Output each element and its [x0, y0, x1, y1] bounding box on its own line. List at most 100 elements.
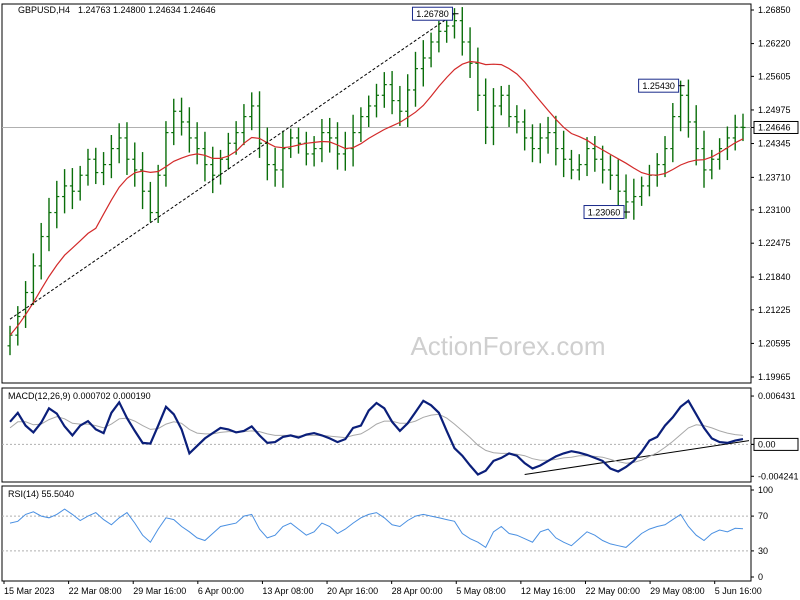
price-axis-label: 1.22475 — [758, 238, 791, 248]
x-axis-label: 29 May 08:00 — [650, 586, 705, 596]
price-axis-label: 1.26850 — [758, 5, 791, 15]
price-bar — [646, 164, 652, 197]
price-bar — [397, 85, 403, 126]
rsi-label: RSI(14) 55.5040 — [8, 489, 74, 499]
price-bar — [225, 132, 231, 170]
moving-average — [9, 60, 744, 336]
price-bar — [218, 149, 224, 185]
ohlc-label: 1.24763 1.24800 1.24634 1.24646 — [78, 5, 216, 15]
price-bar — [155, 164, 161, 223]
callout-label: 1.26780 — [416, 9, 449, 19]
gridlines — [2, 126, 751, 552]
price-bar — [93, 147, 99, 185]
price-bar — [124, 122, 130, 175]
last-price-label: 1.24646 — [758, 122, 791, 132]
price-bar — [693, 105, 699, 166]
macd-axis-label: 0.006431 — [758, 391, 796, 401]
price-bar — [257, 91, 263, 158]
axis-labels: 1.26850 1.26220 1.25605 1.24975 1.24345 1.237… — [3, 5, 799, 596]
price-bar — [30, 253, 36, 306]
macd-current-label: 0.00 — [758, 439, 776, 449]
price-bar — [358, 107, 364, 142]
price-bar — [584, 137, 590, 177]
price-bar — [724, 126, 730, 161]
price-bar — [132, 142, 138, 187]
price-bar — [475, 47, 481, 112]
price-bar — [623, 174, 629, 219]
price-bar — [46, 197, 52, 252]
price-bar — [366, 95, 372, 128]
x-axis-label: 29 Mar 16:00 — [133, 586, 186, 596]
price-bar — [428, 32, 434, 68]
price-bar — [350, 114, 356, 167]
price-bar — [249, 92, 255, 131]
price-bar — [553, 115, 559, 166]
x-axis-label: 13 Apr 08:00 — [262, 586, 313, 596]
price-bar — [639, 176, 645, 206]
price-axis-label: 1.20595 — [758, 338, 791, 348]
price-bar — [717, 138, 723, 170]
price-bar — [327, 117, 333, 153]
macd-label: MACD(12,26,9) 0.000702 0.000190 — [8, 391, 151, 401]
macd-axis-label: -0.004241 — [758, 471, 799, 481]
price-bar — [202, 131, 208, 182]
panel-frame-1 — [1, 387, 752, 483]
price-bar — [740, 113, 746, 142]
price-axis-label: 1.21840 — [758, 272, 791, 282]
price-bar — [374, 83, 379, 118]
price-bar — [607, 155, 613, 190]
x-axis-label: 28 Apr 00:00 — [392, 586, 443, 596]
callout-label: 1.25430 — [642, 81, 675, 91]
x-axis-label: 15 Mar 2023 — [4, 586, 55, 596]
price-bar — [545, 116, 551, 154]
x-axis-label: 22 Mar 08:00 — [69, 586, 122, 596]
price-bar — [280, 130, 286, 188]
price-bar — [54, 180, 60, 229]
price-bar — [319, 119, 325, 163]
ma-line — [9, 60, 744, 336]
price-bar — [389, 71, 395, 115]
price-bar — [537, 123, 543, 164]
price-bar — [296, 127, 302, 154]
price-bar — [483, 78, 489, 145]
x-axis-label: 22 May 00:00 — [585, 586, 640, 596]
price-bar — [678, 80, 684, 132]
price-bar — [101, 152, 107, 186]
callout-label: 1.23060 — [588, 208, 621, 218]
price-bar — [210, 146, 216, 194]
price-bar — [140, 152, 146, 210]
price-bar — [615, 159, 621, 207]
macd-line — [9, 399, 744, 476]
panel-frame-0 — [1, 3, 752, 384]
price-bar — [685, 79, 691, 138]
price-bar — [108, 134, 114, 179]
x-axis-label: 20 Apr 16:00 — [327, 586, 378, 596]
price-axis-label: 1.24975 — [758, 105, 791, 115]
price-bar — [662, 136, 668, 178]
x-axis-label: 5 May 08:00 — [456, 586, 506, 596]
price-bar — [514, 105, 520, 134]
x-axis-label: 5 Jun 16:00 — [715, 586, 762, 596]
symbol-label: GBPUSD,H4 — [18, 5, 70, 15]
price-axis-label: 1.19965 — [758, 372, 791, 382]
price-bar — [709, 149, 715, 180]
price-bar — [23, 281, 29, 328]
rsi-axis-label: 70 — [758, 511, 768, 521]
macd-current-label-box — [753, 437, 799, 451]
price-bar — [732, 114, 738, 151]
rsi-axis-label: 100 — [758, 485, 773, 495]
price-bar — [335, 122, 341, 170]
price-bar — [529, 124, 535, 163]
price-bar — [272, 147, 278, 187]
price-axis-label: 1.23710 — [758, 172, 791, 182]
price-bar — [69, 168, 75, 210]
macd-signal-line — [9, 413, 744, 464]
price-bar — [459, 7, 465, 56]
price-bar — [670, 103, 676, 163]
price-bar — [77, 165, 83, 201]
price-bar — [592, 136, 598, 172]
price-bar — [381, 72, 387, 108]
price-bar — [506, 84, 512, 128]
price-bar — [147, 181, 153, 222]
